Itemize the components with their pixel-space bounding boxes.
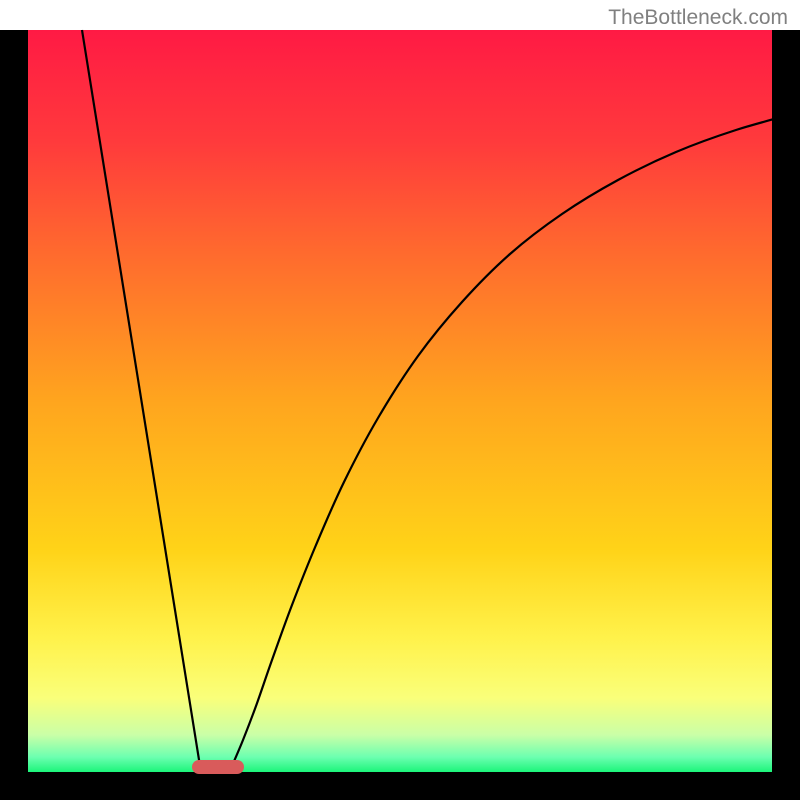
bottleneck-marker <box>192 760 244 774</box>
right-curve <box>232 112 800 766</box>
watermark-text: TheBottleneck.com <box>608 6 788 30</box>
chart-container: TheBottleneck.com <box>0 0 800 800</box>
curve-overlay <box>0 0 800 800</box>
left-line <box>82 30 200 766</box>
